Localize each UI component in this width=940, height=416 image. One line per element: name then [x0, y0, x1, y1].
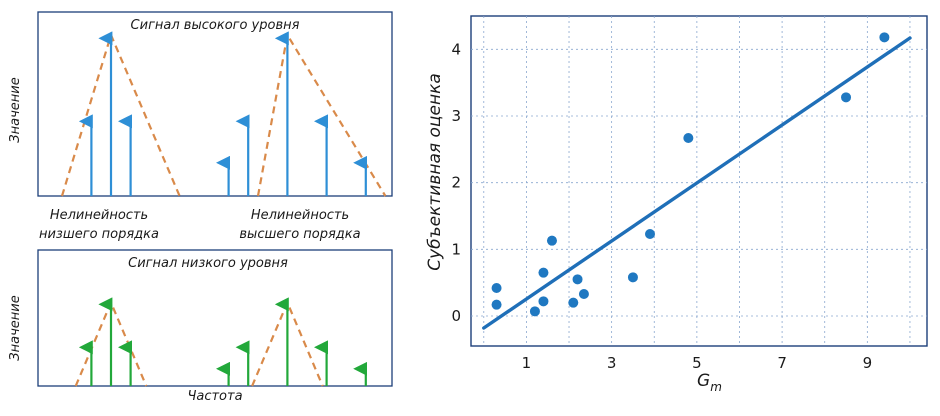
frequency-xlabel: Частота: [187, 389, 242, 404]
low-level-frame: [37, 249, 393, 387]
scatter-point: [538, 296, 549, 307]
scatter-fit-line: [482, 36, 912, 330]
scatter-tick-labels: 1 3 5 7 9 0 1 2 3 4: [451, 40, 872, 372]
y-tick-label: 1: [451, 240, 461, 258]
high-level-frame: [37, 11, 393, 197]
x-tick-label: 1: [522, 354, 532, 372]
scatter-xlabel-main: G: [697, 371, 710, 391]
scatter-point: [683, 133, 694, 143]
y-tick-label: 4: [451, 40, 461, 58]
scatter-ylabel: Субъективная оценка: [425, 73, 445, 271]
low-level-title: Сигнал низкого уровня: [128, 256, 288, 271]
scatter-point: [538, 267, 549, 278]
scatter-point: [879, 32, 890, 43]
scatter-points: [491, 32, 890, 317]
scatter-point: [568, 297, 579, 308]
x-tick-label: 5: [692, 354, 702, 372]
scatter-point: [529, 306, 540, 317]
low-level-envelope: [74, 299, 324, 387]
high-level-arrows: [78, 31, 368, 196]
x-tick-label: 3: [607, 354, 617, 372]
scatter-point: [572, 274, 583, 285]
low-order-annotation-line1: Нелинейность: [50, 208, 148, 223]
low-level-ylabel: Значение: [8, 295, 23, 360]
x-tick-label: 9: [863, 354, 873, 372]
scatter-xlabel: Gm: [697, 371, 722, 394]
high-level-ylabel: Значение: [8, 77, 23, 142]
high-level-title: Сигнал высокого уровня: [131, 18, 300, 33]
low-order-annotation-line2: низшего порядка: [39, 227, 159, 242]
regression-line: [482, 36, 912, 330]
scatter-point: [627, 272, 638, 283]
y-tick-label: 3: [451, 107, 461, 125]
envelope-curve: [256, 31, 387, 197]
envelope-curve: [60, 31, 181, 197]
high-order-annotation-line2: высшего порядка: [239, 227, 360, 242]
scatter-point: [578, 289, 589, 299]
x-tick-label: 7: [777, 354, 787, 372]
y-tick-label: 0: [451, 307, 461, 325]
low-level-spectrum-panel: Сигнал низкого уровня Значение Частота: [8, 249, 393, 404]
high-level-spectrum-panel: Сигнал высокого уровня Значение Нелинейн…: [8, 11, 393, 242]
y-tick-label: 2: [451, 174, 461, 192]
scatter-point: [491, 299, 502, 310]
scatter-point: [546, 235, 557, 246]
scatter-point: [644, 229, 655, 239]
scatter-point: [841, 92, 852, 103]
scatter-xlabel-subscript: m: [710, 380, 722, 394]
scatter-grid: [471, 16, 927, 346]
high-order-annotation-line1: Нелинейность: [251, 208, 349, 223]
scatter-point: [491, 283, 502, 293]
scatter-panel: 1 3 5 7 9 0 1 2 3 4 Субъективная оценка Gm: [425, 15, 928, 394]
low-level-arrows: [78, 297, 368, 386]
